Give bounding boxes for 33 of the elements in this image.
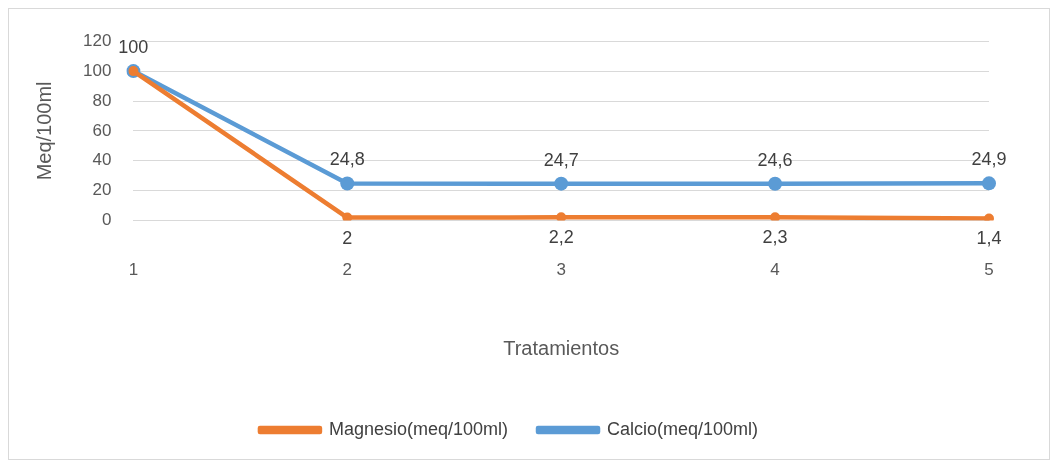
y-tick-label: 100 [82, 60, 112, 80]
point [770, 212, 781, 221]
legend-label: Magnesio(meq/100ml) [328, 418, 509, 439]
y-tick-label: 40 [92, 150, 112, 170]
point [768, 176, 783, 191]
data-label: 2,3 [762, 227, 788, 248]
x-tick-label: 5 [984, 260, 994, 280]
point [556, 212, 567, 221]
x-tick-label: 3 [556, 260, 566, 280]
x-axis-title: Tratamientos [503, 336, 620, 359]
data-label: 2 [342, 227, 353, 248]
x-tick-label: 1 [128, 260, 139, 280]
point [340, 176, 355, 191]
data-label: 24,6 [757, 149, 793, 170]
point [342, 212, 353, 221]
data-label: 2,2 [548, 227, 574, 248]
y-tick-label: 60 [92, 120, 112, 140]
data-label: 100 [118, 37, 149, 58]
y-tick-label: 120 [82, 30, 112, 50]
point [554, 176, 569, 191]
y-tick-label: 20 [92, 180, 112, 200]
y-tick-label: 0 [101, 210, 112, 230]
data-label: 24,8 [329, 149, 365, 170]
data-label: 24,7 [543, 149, 579, 170]
legend-label: Calcio(meq/100ml) [607, 418, 759, 439]
point [982, 176, 996, 191]
y-tick-label: 80 [92, 90, 112, 110]
point [984, 213, 994, 221]
x-tick-label: 4 [770, 260, 780, 280]
data-label: 24,9 [971, 149, 1007, 170]
data-label: 1,4 [976, 228, 1002, 249]
x-tick-label: 2 [342, 260, 353, 280]
y-axis-title: Meq/100ml [32, 81, 55, 181]
